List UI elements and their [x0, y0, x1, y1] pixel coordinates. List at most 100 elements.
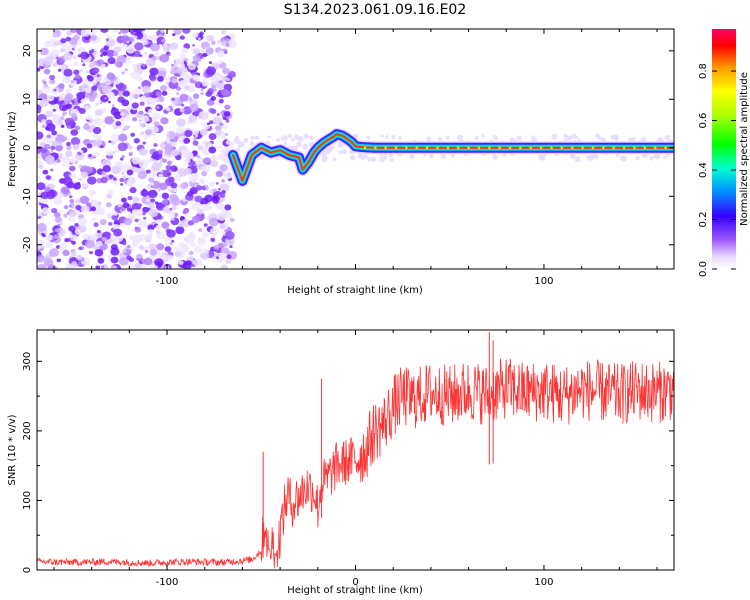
noise-blob	[208, 61, 213, 64]
noise-blob	[201, 146, 211, 155]
y-tick-label: 0	[22, 145, 33, 151]
noise-blob	[43, 77, 48, 82]
halo-dot	[267, 135, 271, 139]
noise-blob	[76, 91, 86, 100]
halo-dot	[370, 156, 376, 162]
noise-blob	[173, 29, 182, 35]
halo-dot	[385, 134, 389, 139]
noise-blob	[85, 70, 90, 74]
y-tick-label: 300	[22, 352, 33, 371]
noise-blob	[112, 51, 119, 57]
noise-blob	[188, 172, 199, 182]
noise-blob	[120, 46, 124, 49]
noise-blob	[133, 35, 138, 39]
noise-blob	[80, 150, 84, 153]
noise-blob	[50, 168, 54, 172]
noise-blob	[68, 174, 73, 178]
track-bead	[581, 146, 584, 150]
noise-blob	[188, 250, 194, 256]
noise-blob	[224, 231, 235, 240]
noise-blob	[189, 103, 199, 112]
noise-blob	[53, 88, 57, 92]
noise-blob	[66, 44, 74, 51]
noise-blob	[161, 90, 168, 96]
noise-blob	[199, 191, 204, 196]
halo-dot	[296, 141, 302, 148]
noise-blob	[144, 129, 152, 136]
y-tick-label: 100	[22, 491, 33, 510]
noise-blob	[128, 36, 135, 42]
noise-blob	[83, 123, 91, 131]
noise-blob	[93, 134, 98, 138]
noise-blob	[167, 160, 173, 166]
noise-blob	[151, 162, 162, 171]
noise-blob	[120, 112, 125, 117]
noise-blob	[52, 108, 56, 112]
noise-blob	[215, 202, 225, 211]
colorbar-tick-label: 0.6	[698, 113, 709, 129]
noise-blob	[179, 35, 185, 40]
noise-blob	[71, 113, 77, 118]
noise-blob	[158, 173, 164, 178]
noise-blob	[58, 98, 63, 102]
noise-blob	[117, 203, 122, 208]
noise-blob	[147, 36, 153, 40]
noise-blob	[110, 133, 121, 143]
noise-blob	[215, 94, 219, 97]
noise-blob	[169, 241, 173, 246]
noise-blob	[93, 222, 99, 227]
noise-blob	[140, 189, 149, 197]
noise-blob	[57, 68, 62, 72]
noise-blob	[85, 239, 95, 249]
noise-blob	[184, 158, 191, 164]
noise-blob	[70, 129, 79, 136]
noise-blob	[102, 124, 106, 128]
noise-blob	[139, 54, 143, 57]
noise-blob	[228, 71, 236, 78]
noise-blob	[200, 180, 206, 184]
x-tick-label: 0	[352, 577, 358, 588]
noise-blob	[164, 246, 172, 253]
noise-blob	[173, 188, 178, 193]
halo-dot	[302, 143, 308, 150]
noise-blob	[75, 199, 81, 204]
noise-blob	[64, 238, 70, 243]
noise-blob	[118, 31, 122, 35]
noise-blob	[197, 37, 201, 40]
noise-blob	[224, 104, 231, 110]
y-tick-label: 10	[22, 93, 33, 106]
halo-dot	[357, 152, 363, 158]
noise-blob	[148, 171, 157, 179]
noise-blob	[54, 228, 60, 233]
noise-blob	[175, 86, 182, 91]
halo-dot	[409, 153, 415, 159]
noise-blob	[163, 141, 168, 145]
noise-blob	[185, 260, 192, 266]
track-bead	[488, 146, 491, 150]
noise-blob	[166, 51, 170, 55]
noise-blob	[219, 122, 224, 127]
noise-blob	[86, 115, 92, 121]
noise-blob	[100, 176, 108, 184]
noise-blob	[148, 243, 157, 251]
halo-dot	[663, 155, 667, 160]
noise-blob	[113, 228, 123, 237]
halo-dot	[332, 157, 337, 161]
noise-blob	[187, 84, 196, 92]
noise-blob	[171, 205, 177, 211]
noise-blob	[92, 82, 96, 86]
noise-blob	[128, 257, 135, 263]
noise-blob	[198, 111, 209, 120]
noise-blob	[110, 107, 120, 116]
noise-blob	[111, 29, 119, 33]
noise-blob	[155, 224, 162, 230]
noise-blob	[38, 164, 44, 170]
noise-blob	[145, 169, 151, 174]
noise-blob	[184, 129, 193, 138]
noise-blob	[78, 225, 87, 233]
noise-blob	[37, 182, 46, 191]
noise-blob	[223, 171, 233, 179]
noise-blob	[161, 158, 167, 163]
noise-blob	[108, 174, 114, 179]
